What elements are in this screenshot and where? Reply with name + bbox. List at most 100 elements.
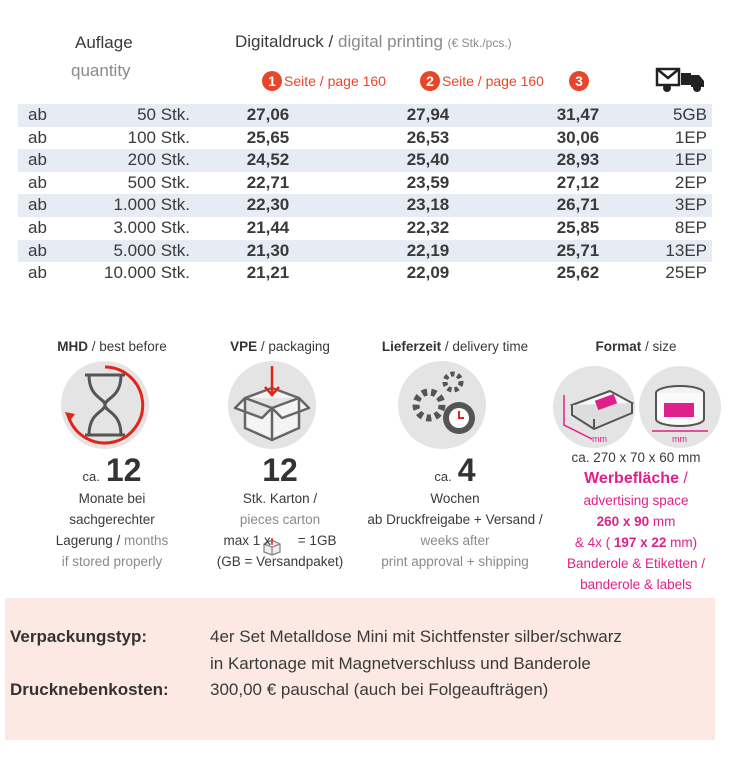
info-value-row: ca. 12: [12, 452, 212, 488]
mm-label: mm: [592, 434, 607, 444]
table-row: ab 500 Stk. 22,71 23,59 27,12 2EP: [18, 172, 712, 195]
price: 24,52: [246, 150, 290, 170]
price: 21,30: [246, 240, 290, 260]
info-column: ca. 270 x 70 x 60 mm Werbefläche / adverti…: [536, 447, 730, 595]
info-title-sub: / packaging: [260, 339, 330, 354]
hourglass-icon: [61, 361, 149, 449]
info-text: Stk. Karton /: [242, 491, 318, 506]
shipping-units: 3EP: [674, 195, 707, 215]
price: 22,71: [246, 172, 290, 192]
prefix: ab: [28, 127, 47, 147]
info-line: weeks after: [355, 530, 555, 551]
info-text: ab Druckfreigabe + Versand /: [367, 512, 543, 527]
quantity: 100 Stk.: [127, 127, 190, 147]
info-text: 260 x 90: [596, 514, 650, 529]
footer-text: 300,00 € pauschal (auch bei Folgeaufträg…: [210, 680, 549, 699]
info-text: Monate bei: [78, 491, 146, 506]
table-row: ab 10.000 Stk. 21,21 22,09 25,62 25EP: [18, 262, 712, 285]
price: 22,32: [406, 218, 450, 237]
prefix: ab: [28, 105, 47, 124]
column-number: 3: [569, 71, 589, 91]
info-title-main: Lieferzeit: [381, 339, 442, 354]
info-text: (GB = Versandpaket): [216, 554, 344, 569]
info-prefix: ca.: [82, 469, 100, 484]
price: 27,12: [556, 172, 600, 192]
price: 31,47: [556, 105, 600, 124]
info-line: advertising space: [536, 490, 730, 511]
table-row: ab 200 Stk. 24,52 25,40 28,93 1EP: [18, 149, 712, 172]
quantity: 500 Stk.: [127, 172, 190, 192]
price: 21,21: [246, 263, 290, 283]
info-text: months: [124, 533, 169, 548]
info-text: banderole & labels: [580, 577, 692, 592]
info-text: Wochen: [430, 491, 480, 506]
info-value-row: 12: [180, 452, 380, 488]
box-icon: [228, 361, 316, 449]
info-text: mm): [670, 535, 698, 550]
table-row: ab 100 Stk. 25,65 26,53 30,06 1EP: [18, 127, 712, 150]
info-text: pieces carton: [239, 512, 321, 527]
info-text: max 1 x: [223, 533, 271, 548]
info-line: sachgerechter: [12, 509, 212, 530]
shipping-units: 8EP: [674, 218, 707, 237]
info-line: Werbefläche /: [536, 468, 730, 490]
info-line: (GB = Versandpaket): [180, 551, 380, 572]
info-line: & 4x ( 197 x 22 mm): [536, 532, 730, 553]
price: 26,53: [406, 127, 450, 147]
info-line: if stored properly: [12, 551, 212, 572]
info-text: if stored properly: [61, 554, 163, 569]
table-row: ab 50 Stk. 27,06 27,94 31,47 5GB: [18, 104, 712, 127]
info-line: print approval + shipping: [355, 551, 555, 572]
info-text: 197 x 22: [613, 535, 667, 550]
shipping-units: 1EP: [674, 127, 707, 147]
shipping-units: 2EP: [674, 172, 707, 192]
info-column: ca. 4 Wochen ab Druckfreigabe + Versand / we…: [355, 452, 555, 572]
column-number: 2: [420, 71, 440, 91]
prefix: ab: [28, 263, 47, 283]
price: 22,19: [406, 240, 450, 260]
info-text: & 4x (: [574, 535, 611, 550]
shipping-units: 5GB: [672, 105, 707, 124]
info-line: Banderole & Etiketten /: [536, 553, 730, 574]
table-row: ab 5.000 Stk. 21,30 22,19 25,71 13EP: [18, 239, 712, 263]
shipping-units: 1EP: [674, 150, 707, 170]
price: 25,85: [556, 218, 600, 237]
quantity: 3.000 Stk.: [113, 218, 190, 237]
shipping-icon: [655, 67, 704, 92]
price: 28,93: [556, 150, 600, 170]
price: 30,06: [556, 127, 600, 147]
info-title: Lieferzeit / delivery time: [355, 339, 555, 354]
info-title-main: Format: [595, 339, 642, 354]
price: 23,59: [406, 172, 450, 192]
gears-icon: [398, 361, 486, 449]
info-value: 4: [457, 452, 476, 488]
info-line: banderole & labels: [536, 574, 730, 595]
info-title-sub: / size: [645, 339, 677, 354]
info-title: Format / size: [536, 339, 730, 354]
price: 26,71: [556, 195, 600, 215]
info-line: Stk. Karton /: [180, 488, 380, 509]
price: 22,30: [246, 195, 290, 215]
price: 25,65: [246, 127, 290, 147]
info-prefix: ca.: [434, 469, 452, 484]
price: 23,18: [406, 195, 450, 215]
prefix: ab: [28, 150, 47, 170]
info-text: Werbefläche: [584, 470, 679, 487]
prefix: ab: [28, 218, 47, 237]
info-line: ab Druckfreigabe + Versand /: [355, 509, 555, 530]
info-value-row: ca. 4: [355, 452, 555, 488]
info-text: = 1GB: [297, 533, 337, 548]
quantity: 10.000 Stk.: [103, 263, 190, 283]
print-heading: Digitaldruck / digital printing (€ Stk./…: [235, 32, 512, 52]
prefix: ab: [28, 240, 47, 260]
quantity-en: quantity: [71, 61, 131, 80]
info-title-main: MHD: [57, 339, 88, 354]
info-line: pieces carton: [180, 509, 380, 530]
info-text: /: [683, 470, 688, 487]
info-line: ca. 270 x 70 x 60 mm: [536, 447, 730, 468]
info-text: ca. 270 x 70 x 60 mm: [571, 450, 701, 465]
price: 21,44: [246, 218, 290, 237]
table-row: ab 1.000 Stk. 22,30 23,18 26,71 3EP: [18, 194, 712, 217]
format-icons: [553, 366, 721, 448]
